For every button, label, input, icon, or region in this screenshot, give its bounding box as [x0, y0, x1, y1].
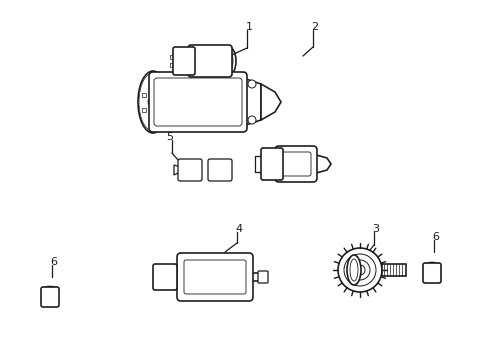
Bar: [142, 108, 147, 112]
Text: 6: 6: [433, 232, 440, 242]
Bar: [142, 93, 147, 96]
Circle shape: [269, 161, 275, 167]
FancyBboxPatch shape: [41, 287, 59, 307]
Polygon shape: [261, 84, 281, 120]
FancyBboxPatch shape: [149, 72, 247, 132]
Circle shape: [269, 154, 275, 160]
Circle shape: [350, 260, 370, 280]
Bar: [151, 115, 155, 119]
FancyBboxPatch shape: [281, 152, 311, 176]
Bar: [177, 272, 183, 282]
Bar: [160, 93, 164, 96]
FancyBboxPatch shape: [184, 260, 246, 294]
Ellipse shape: [43, 287, 57, 292]
Ellipse shape: [222, 47, 236, 75]
Circle shape: [269, 168, 275, 174]
FancyBboxPatch shape: [177, 253, 253, 301]
Bar: [160, 108, 164, 112]
Ellipse shape: [46, 292, 54, 302]
Text: 4: 4: [235, 224, 243, 234]
Ellipse shape: [139, 73, 167, 131]
FancyBboxPatch shape: [275, 146, 317, 182]
Polygon shape: [243, 78, 261, 126]
Ellipse shape: [350, 259, 358, 281]
Bar: [214, 165, 222, 175]
Circle shape: [181, 63, 187, 68]
FancyBboxPatch shape: [261, 148, 283, 180]
Circle shape: [248, 116, 256, 124]
FancyBboxPatch shape: [208, 159, 232, 181]
Ellipse shape: [138, 71, 168, 133]
FancyBboxPatch shape: [178, 159, 202, 181]
Bar: [170, 63, 175, 67]
Ellipse shape: [428, 268, 436, 278]
FancyBboxPatch shape: [153, 264, 177, 290]
Bar: [247, 273, 261, 281]
Circle shape: [148, 97, 158, 107]
FancyBboxPatch shape: [258, 271, 268, 283]
Circle shape: [181, 59, 187, 63]
Circle shape: [187, 117, 193, 123]
Ellipse shape: [425, 262, 439, 267]
Ellipse shape: [143, 77, 163, 127]
Circle shape: [248, 80, 256, 88]
Ellipse shape: [225, 51, 233, 71]
FancyBboxPatch shape: [423, 263, 441, 283]
FancyBboxPatch shape: [154, 78, 242, 126]
Circle shape: [338, 248, 382, 292]
Bar: [382, 264, 406, 276]
Text: 2: 2: [312, 22, 318, 32]
Circle shape: [355, 265, 365, 275]
FancyBboxPatch shape: [173, 47, 195, 75]
Text: 1: 1: [245, 22, 252, 32]
Bar: [151, 85, 155, 89]
Circle shape: [220, 167, 224, 172]
Bar: [170, 55, 175, 59]
Text: 3: 3: [372, 224, 379, 234]
Circle shape: [181, 54, 187, 59]
Circle shape: [344, 254, 376, 286]
Circle shape: [200, 117, 206, 123]
FancyBboxPatch shape: [188, 45, 232, 77]
Polygon shape: [313, 154, 331, 174]
Polygon shape: [174, 165, 180, 175]
Ellipse shape: [347, 255, 361, 285]
Text: 5: 5: [167, 132, 173, 142]
Text: 6: 6: [50, 257, 57, 267]
